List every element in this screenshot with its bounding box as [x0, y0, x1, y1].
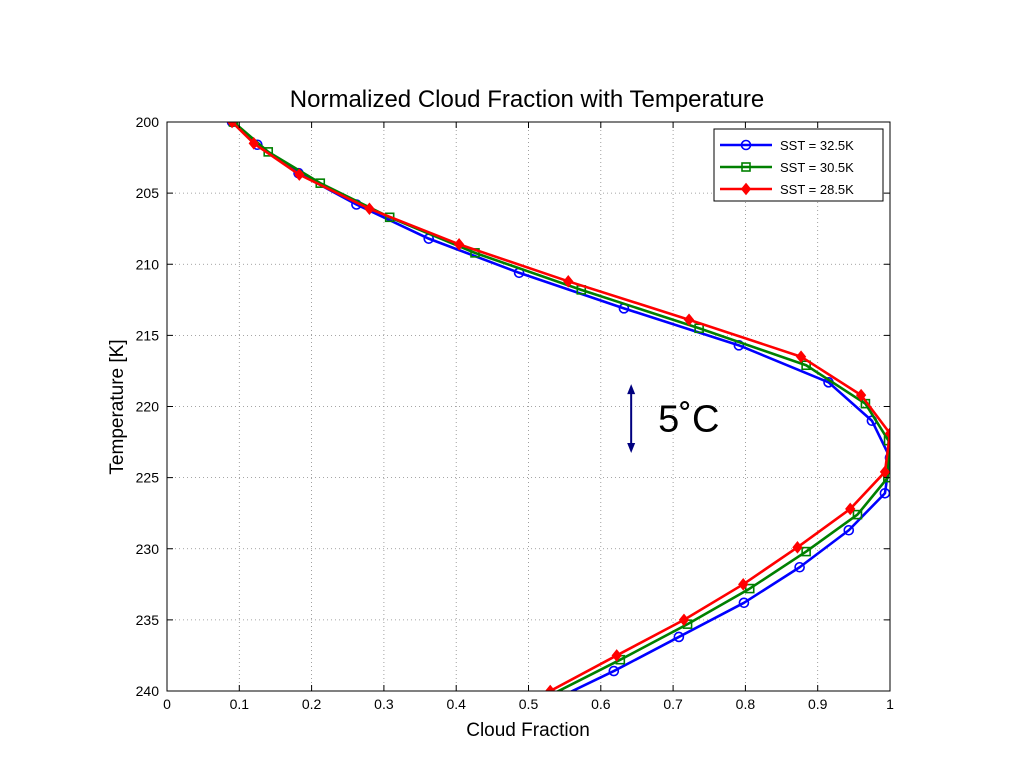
x-axis-title: Cloud Fraction — [466, 720, 590, 741]
data-point — [845, 502, 856, 516]
series-1 — [226, 122, 890, 691]
data-point — [683, 313, 695, 327]
legend-item: SST = 30.5K — [720, 160, 854, 175]
series-line — [231, 122, 890, 691]
data-point — [248, 137, 259, 150]
annotation-label: 5˚C — [658, 399, 719, 441]
data-point — [738, 597, 750, 609]
data-point — [884, 452, 890, 464]
legend-label: SST = 28.5K — [780, 182, 854, 197]
data-point — [563, 275, 574, 288]
data-point — [852, 509, 863, 520]
data-point — [226, 122, 238, 129]
data-point — [453, 238, 465, 251]
x-tick-label: 0.9 — [808, 696, 828, 712]
data-point — [738, 578, 749, 591]
data-point — [608, 665, 620, 677]
legend-label: SST = 32.5K — [780, 138, 854, 153]
x-tick-label: 0 — [163, 696, 171, 712]
x-tick-label: 0.1 — [230, 696, 250, 712]
x-tick-label: 0.8 — [736, 696, 756, 712]
arrow-head-down — [627, 443, 636, 454]
legend: SST = 32.5K SST = 30.5K SST = 28.5K — [713, 128, 884, 202]
arrow-head-up — [627, 384, 636, 395]
data-point — [611, 649, 622, 662]
data-point — [884, 427, 890, 440]
legend-item: SST = 32.5K — [720, 138, 854, 153]
x-tick-label: 0.2 — [302, 696, 322, 712]
y-axis-title: Temperature [K] — [107, 339, 128, 474]
legend-label: SST = 30.5K — [780, 160, 854, 175]
grid — [167, 122, 890, 691]
y-tick-label: 235 — [136, 612, 160, 628]
y-tick-label: 225 — [136, 470, 160, 486]
annotation: 5˚C — [627, 384, 719, 454]
data-point — [843, 524, 855, 536]
legend-item: SST = 28.5K — [720, 182, 854, 197]
legend-marker — [741, 162, 751, 172]
data-point — [795, 350, 807, 364]
data-point — [673, 631, 685, 643]
y-tick-label: 220 — [136, 399, 160, 415]
x-tick-label: 0.4 — [446, 696, 466, 712]
data-point — [364, 202, 375, 216]
legend-marker — [740, 139, 752, 151]
data-point — [794, 561, 805, 573]
data-point — [792, 541, 803, 554]
y-tick-label: 240 — [136, 683, 160, 699]
x-tick-label: 0.5 — [519, 696, 539, 712]
x-tick-label: 0.7 — [663, 696, 683, 712]
data-point — [294, 168, 305, 181]
series-layer — [226, 122, 890, 691]
data-point — [801, 546, 811, 557]
legend-marker — [740, 182, 752, 196]
data-point — [855, 388, 867, 402]
x-tick-label: 0.6 — [591, 696, 611, 712]
y-tick-label: 230 — [136, 541, 160, 557]
y-tick-label: 205 — [136, 185, 160, 201]
y-tick-label: 215 — [136, 327, 160, 343]
chart-title: Normalized Cloud Fraction with Temperatu… — [290, 86, 764, 113]
ticks: 0 0.1 0.2 0.3 0.4 0.5 0.6 0.7 0.8 0.9 1 200 205 210 21… — [136, 114, 894, 712]
data-point — [678, 613, 690, 627]
series-3 — [226, 122, 890, 691]
data-point — [744, 583, 755, 594]
x-tick-label: 1 — [886, 696, 894, 712]
y-tick-label: 200 — [136, 114, 160, 130]
y-tick-label: 210 — [136, 256, 160, 272]
data-point — [879, 487, 890, 499]
x-tick-label: 0.3 — [374, 696, 394, 712]
data-point — [545, 684, 556, 691]
